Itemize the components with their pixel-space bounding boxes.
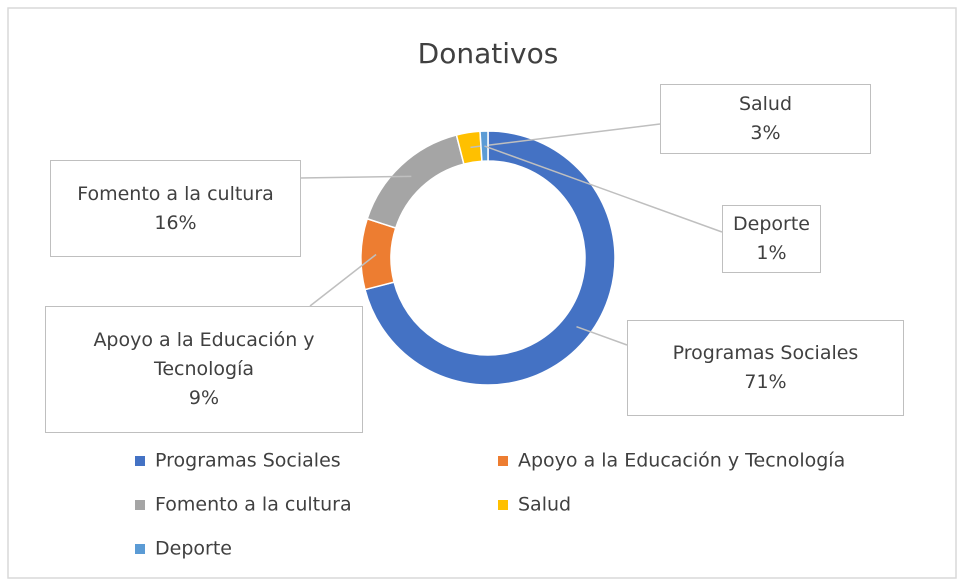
data-label-name: Apoyo a la Educación y Tecnología [93,329,315,380]
data-label: Programas Sociales 71% [627,320,904,416]
legend-swatch [135,500,145,510]
data-label-value: 9% [188,387,220,409]
leader-line [299,175,412,179]
legend-label: Salud [518,494,571,516]
donut-slice [479,130,489,162]
data-label: Apoyo a la Educación y Tecnología 9% [45,306,363,433]
data-label: Salud 3% [660,84,871,154]
leader-line [470,123,661,149]
legend-label: Programas Sociales [155,450,341,472]
data-label-value: 3% [750,122,781,144]
legend-label: Deporte [155,538,232,560]
leader-line [484,145,723,233]
legend-label: Fomento a la cultura [155,494,352,516]
legend-swatch [135,456,145,466]
donut-slice [364,130,616,386]
data-label-name: Deporte [733,213,810,235]
donut-slice [360,217,397,291]
legend-swatch [498,456,508,466]
data-label-name: Programas Sociales [672,342,859,364]
data-label-value: 1% [756,242,787,264]
chart-title: Donativos [418,37,559,70]
data-label: Deporte 1% [722,205,821,273]
data-label-value: 16% [154,211,197,234]
data-label: Fomento a la cultura 16% [50,160,301,257]
legend-swatch [498,500,508,510]
data-label-name: Salud [738,93,793,115]
legend-swatch [135,544,145,554]
leader-line [576,325,628,346]
data-label-value: 71% [744,371,787,393]
data-label-name: Fomento a la cultura [77,182,274,205]
leader-line [309,253,377,307]
legend-label: Apoyo a la Educación y Tecnología [518,450,845,472]
